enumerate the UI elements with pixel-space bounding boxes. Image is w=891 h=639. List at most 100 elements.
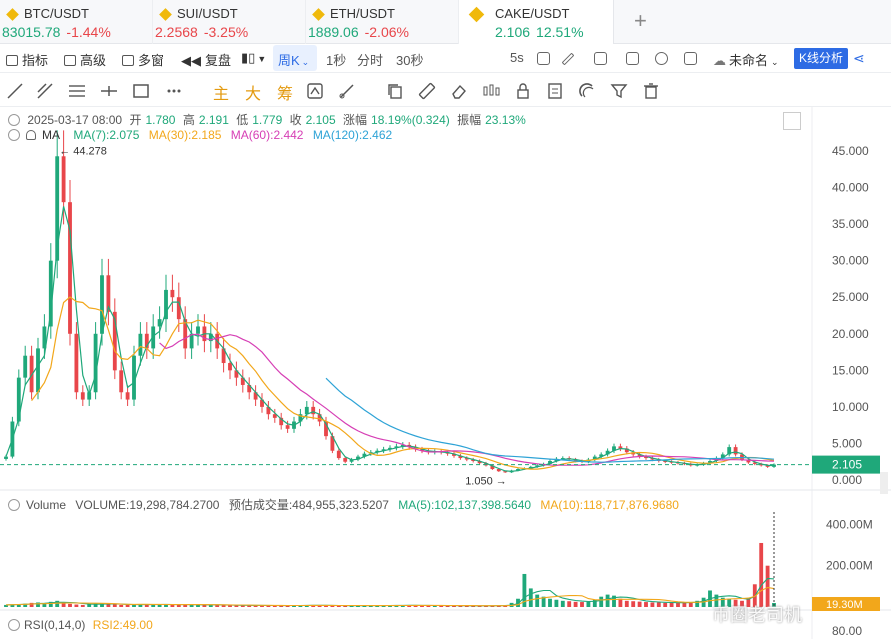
volume-bar [100,603,104,607]
note-icon[interactable] [546,82,564,100]
cloud-icon: ☁ [713,53,726,68]
candle-body [336,450,341,459]
eraser-icon[interactable] [450,82,468,100]
volume-bar [682,602,687,607]
volume-bar [592,599,597,607]
candle-body [125,392,130,400]
fullscreen-icon[interactable] [684,52,697,65]
period-weekly[interactable]: 周K ⌄ [278,50,309,69]
tab-symbol: CAKE/USDT [495,6,570,21]
add-tab-button[interactable]: + [634,8,647,33]
candle-body [362,453,367,457]
candle-body [247,384,252,393]
replay-button[interactable]: ◀◀ 复盘 [181,50,231,69]
tab-cake[interactable]: CAKE/USDT 2.106 12.51% [459,0,614,44]
chart-area[interactable]: 45.000 40.000 35.000 30.000 25.000 20.000 15.0… [0,107,891,639]
gear-icon[interactable] [655,52,668,65]
volume-bar [42,603,47,607]
template-icon[interactable] [626,52,639,65]
volume-bar [669,602,674,607]
candles-icon[interactable] [482,82,500,100]
bell-icon[interactable] [26,130,36,140]
volume-bar [119,604,124,607]
multi-window-label: 多窗 [138,53,165,68]
tab-change: -2.06% [364,24,409,40]
advanced-button[interactable]: 高级 [64,50,106,69]
candle-body [733,447,738,455]
pen-icon[interactable] [561,52,575,66]
ma120-line [325,377,775,463]
chart-type-button[interactable]: ▮▯ ▼ [241,50,266,66]
collapse-icon[interactable] [8,114,20,126]
candle-body [772,464,776,467]
tab-eth[interactable]: ETH/USDT 1889.06 -2.06% [306,0,459,44]
ray-icon[interactable] [36,82,54,100]
trash-icon[interactable] [642,82,660,100]
rsi-tick-label: 80.00 [832,624,862,638]
volume-bar [298,605,303,607]
tab-btc[interactable]: BTC/USDT 83015.78 -1.44% [0,0,153,44]
candle-body [304,406,309,415]
volume-bar [215,605,220,607]
scroll-handle[interactable] [880,472,888,494]
candle-body [119,370,124,393]
ma-legend: MA MA(7):2.075 MA(30):2.185 MA(60):2.442… [8,128,398,142]
volume-bar [189,604,194,607]
candle-body [496,469,501,472]
volume-bar [144,604,149,607]
volume-bar [663,602,668,607]
magnet-icon[interactable] [578,82,596,100]
rectangle-icon[interactable] [132,82,150,100]
period-1s[interactable]: 1秒 [326,53,347,68]
drawing-toolbar: 主 大 筹 [0,74,891,107]
share-icon[interactable]: ⋖ [853,50,865,66]
kline-chart[interactable]: 45.000 40.000 35.000 30.000 25.000 20.000 15.0… [0,107,891,639]
volume-bar [170,604,175,607]
volume-bar [74,604,79,607]
more-icon[interactable] [165,82,183,100]
main-force-tool[interactable]: 主 [213,86,230,103]
volume-bar [388,605,392,607]
volume-bar [407,605,412,607]
pattern-icon[interactable] [306,82,324,100]
measure-icon[interactable] [338,82,356,100]
filter-icon[interactable] [610,82,628,100]
candle-body [170,289,175,298]
lock-icon[interactable] [514,82,532,100]
candle-body [324,421,328,437]
candle-body [375,450,380,453]
volume-bar [356,605,360,607]
expand-icon[interactable] [783,112,801,130]
ticker-tabs: BTC/USDT 83015.78 -1.44% SUI/USDT 2.2568-… [0,0,891,44]
candle-body [650,458,655,460]
collapse-icon[interactable] [8,129,20,141]
volume-bar [426,605,431,607]
layout-name-dropdown[interactable]: ☁ 未命名 ⌄ [713,50,779,69]
candle-body [29,355,34,393]
low-marker: 1.050 → [465,475,507,487]
tab-sui[interactable]: SUI/USDT 2.2568 -3.25% [153,0,306,44]
multi-window-button[interactable]: 多窗 [122,50,164,69]
chips-tool[interactable]: 筹 [277,86,294,103]
horizontal-line-icon[interactable] [100,82,118,100]
indicators-button[interactable]: 指标 [6,50,48,69]
copy-icon[interactable] [386,82,404,100]
volume-bar [554,599,559,607]
y-tick-label: 45.000 [832,144,869,158]
grid-icon [122,55,134,66]
period-timeline[interactable]: 分时 [357,53,384,68]
trend-line-icon[interactable] [6,82,24,100]
collapse-icon[interactable] [8,499,20,511]
volume-tick-label: 400.00M [826,517,873,531]
refresh-interval[interactable]: 5s [510,50,524,65]
layout-icon[interactable] [594,52,607,65]
volume-last-label: 19.30M [826,599,863,611]
ruler-icon[interactable] [418,82,436,100]
big-order-tool[interactable]: 大 [245,86,262,103]
period-30s[interactable]: 30秒 [396,53,424,68]
collapse-icon[interactable] [8,619,20,631]
camera-icon[interactable] [537,52,550,65]
parallel-lines-icon[interactable] [68,82,86,100]
kline-analysis-button[interactable]: K线分析 [794,48,849,69]
